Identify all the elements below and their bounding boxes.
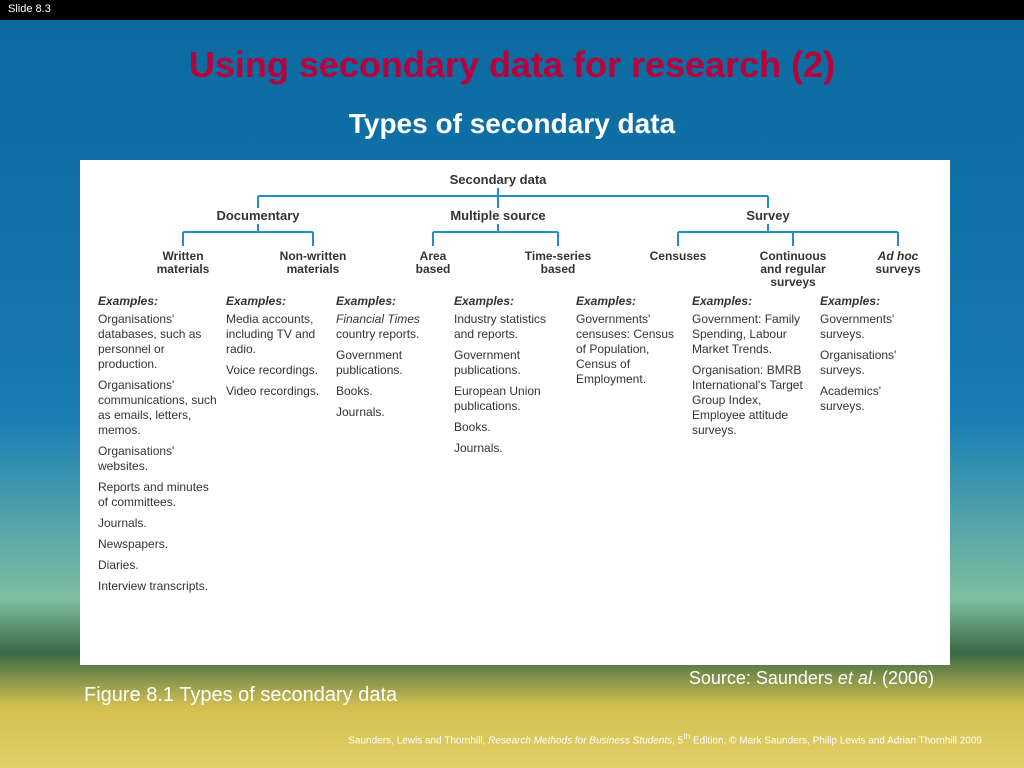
examples-column: Examples: Organisations' databases, such … bbox=[98, 294, 226, 600]
example-item: Books. bbox=[454, 420, 568, 435]
footer-credit: Saunders, Lewis and Thornhill, Research … bbox=[348, 731, 982, 746]
svg-text:materials: materials bbox=[157, 262, 210, 276]
example-item: Organisations' websites. bbox=[98, 444, 218, 474]
examples-header: Examples: bbox=[576, 294, 684, 308]
svg-text:Censuses: Censuses bbox=[650, 249, 707, 263]
example-item: Voice recordings. bbox=[226, 363, 328, 378]
examples-column: Examples: Media accounts, including TV an… bbox=[226, 294, 336, 600]
svg-text:and regular: and regular bbox=[760, 262, 826, 276]
source-suffix: . (2006) bbox=[872, 668, 934, 688]
examples-header: Examples: bbox=[692, 294, 812, 308]
svg-text:Multiple source: Multiple source bbox=[450, 208, 545, 223]
svg-text:based: based bbox=[416, 262, 451, 276]
example-item: Newspapers. bbox=[98, 537, 218, 552]
example-item: Government: Family Spending, Labour Mark… bbox=[692, 312, 812, 357]
svg-text:Area: Area bbox=[420, 249, 447, 263]
svg-text:based: based bbox=[541, 262, 576, 276]
example-item: Organisations' databases, such as person… bbox=[98, 312, 218, 372]
example-item: Video recordings. bbox=[226, 384, 328, 399]
svg-text:surveys: surveys bbox=[770, 275, 816, 289]
example-item: Diaries. bbox=[98, 558, 218, 573]
example-item: Government publications. bbox=[336, 348, 446, 378]
examples-header: Examples: bbox=[336, 294, 446, 308]
example-item: Journals. bbox=[454, 441, 568, 456]
svg-text:Documentary: Documentary bbox=[216, 208, 300, 223]
example-item: Journals. bbox=[98, 516, 218, 531]
example-item: Organisations' surveys. bbox=[820, 348, 922, 378]
example-item: Books. bbox=[336, 384, 446, 399]
example-item: Industry statistics and reports. bbox=[454, 312, 568, 342]
diagram-panel: Secondary data Documentary Multiple source… bbox=[80, 160, 950, 665]
example-item: Interview transcripts. bbox=[98, 579, 218, 594]
example-item: Reports and minutes of committees. bbox=[98, 480, 218, 510]
example-item: Financial Times country reports. bbox=[336, 312, 446, 342]
example-item: Government publications. bbox=[454, 348, 568, 378]
slide-title: Using secondary data for research (2) bbox=[0, 44, 1024, 86]
svg-text:Written: Written bbox=[162, 249, 203, 263]
examples-column: Examples: Government: Family Spending, La… bbox=[692, 294, 820, 600]
examples-header: Examples: bbox=[98, 294, 218, 308]
svg-text:surveys: surveys bbox=[875, 262, 921, 276]
svg-text:Secondary data: Secondary data bbox=[450, 172, 548, 187]
figure-caption: Figure 8.1 Types of secondary data bbox=[84, 684, 397, 707]
slide-number: Slide 8.3 bbox=[8, 3, 51, 15]
slide-subtitle: Types of secondary data bbox=[0, 108, 1024, 140]
example-item: Organisation: BMRB International's Targe… bbox=[692, 363, 812, 438]
example-item: Governments' surveys. bbox=[820, 312, 922, 342]
svg-text:materials: materials bbox=[287, 262, 340, 276]
svg-text:Continuous: Continuous bbox=[760, 249, 827, 263]
example-item: Media accounts, including TV and radio. bbox=[226, 312, 328, 357]
example-item: Organisations' communications, such as e… bbox=[98, 378, 218, 438]
svg-text:Non-written: Non-written bbox=[280, 249, 347, 263]
slide-number-bar: Slide 8.3 bbox=[0, 0, 1024, 20]
examples-column: Examples: Industry statistics and reports… bbox=[454, 294, 576, 600]
examples-row: Examples: Organisations' databases, such … bbox=[98, 294, 932, 600]
example-item: European Union publications. bbox=[454, 384, 568, 414]
hierarchy-tree: Secondary data Documentary Multiple source… bbox=[98, 172, 932, 292]
source-prefix: Source: Saunders bbox=[689, 668, 838, 688]
source-etal: et al bbox=[838, 668, 872, 688]
svg-text:Ad hoc: Ad hoc bbox=[877, 249, 919, 263]
examples-column: Examples: Governments' surveys. Organisati… bbox=[820, 294, 930, 600]
examples-header: Examples: bbox=[820, 294, 922, 308]
example-item: Governments' censuses: Census of Populat… bbox=[576, 312, 684, 387]
examples-column: Examples: Governments' censuses: Census o… bbox=[576, 294, 692, 600]
source-citation: Source: Saunders et al. (2006) bbox=[689, 668, 934, 689]
example-item: Academics' surveys. bbox=[820, 384, 922, 414]
svg-text:Time-series: Time-series bbox=[525, 249, 592, 263]
examples-header: Examples: bbox=[454, 294, 568, 308]
examples-header: Examples: bbox=[226, 294, 328, 308]
examples-column: Examples: Financial Times country reports… bbox=[336, 294, 454, 600]
example-item: Journals. bbox=[336, 405, 446, 420]
svg-text:Survey: Survey bbox=[746, 208, 790, 223]
